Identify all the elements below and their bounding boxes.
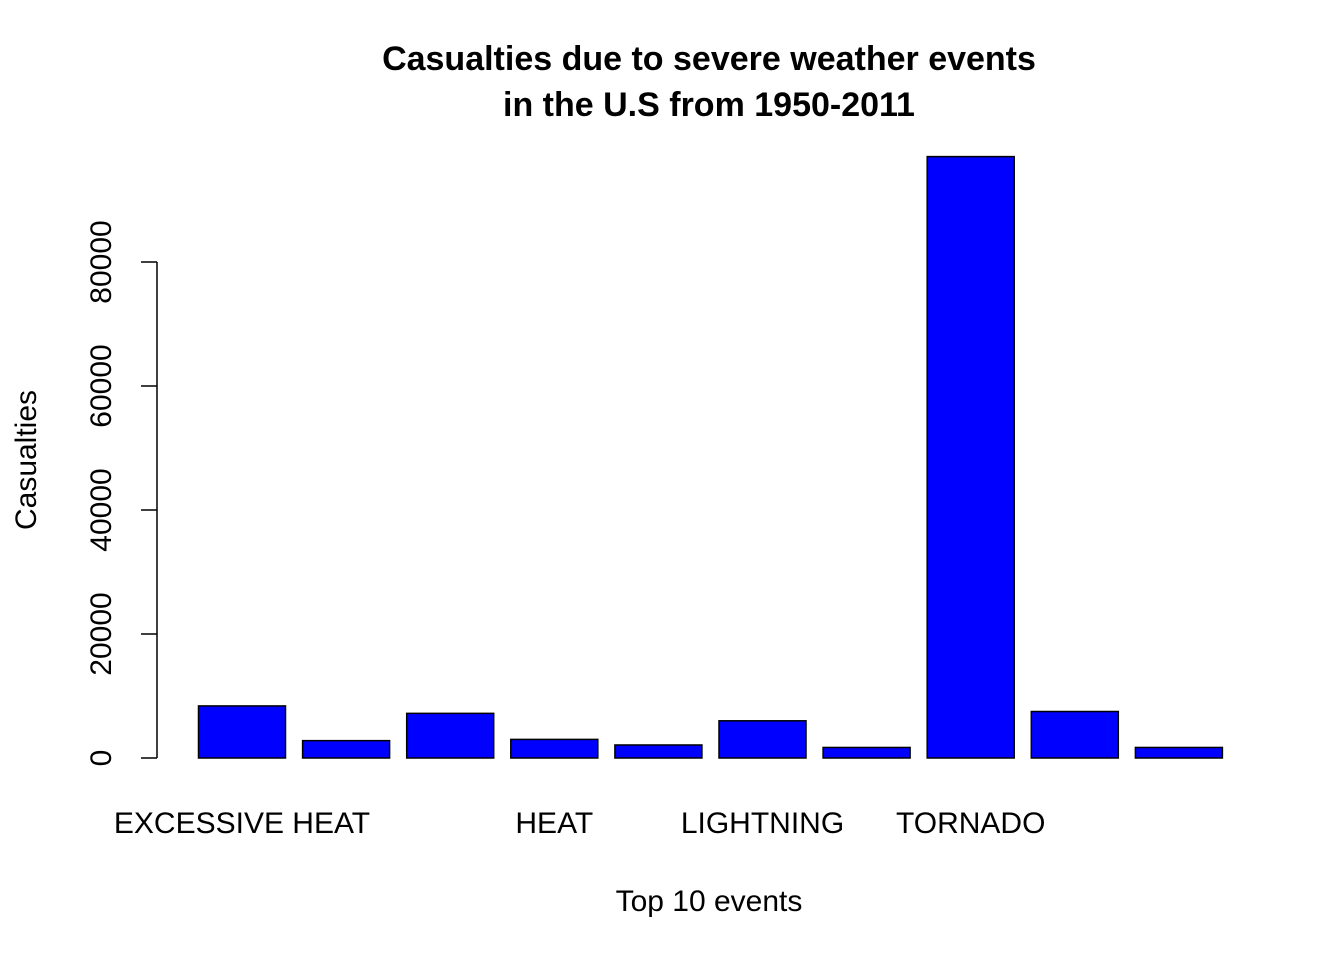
bar [405,712,495,759]
bar [822,746,911,759]
y-tick-label: 0 [85,750,118,767]
y-axis-title: Casualties [10,390,43,530]
y-axis: 0 20000 40000 60000 80000 [85,220,158,767]
category-label: TORNADO [896,807,1045,840]
chart-title-line-2: in the U.S from 1950-2011 [503,86,915,124]
y-tick-label: 80000 [85,220,118,303]
bar [718,720,807,759]
category-label: LIGHTNING [681,807,844,840]
y-tick-label: 40000 [85,468,118,551]
category-label: HEAT [515,807,593,840]
bar [510,738,599,759]
category-labels: EXCESSIVE HEAT HEAT LIGHTNING TORNADO [114,807,1046,840]
chart-title-line-1: Casualties due to severe weather events [382,40,1036,78]
bar [926,155,1015,759]
bar [1030,710,1120,759]
bar [301,739,391,759]
y-tick-label: 20000 [85,592,118,675]
bars-group [197,155,1224,759]
category-label: EXCESSIVE HEAT [114,807,370,840]
bar [197,705,287,759]
y-tick-label: 60000 [85,344,118,427]
x-axis-title: Top 10 events [616,885,803,918]
bar [614,744,703,759]
bar [1134,746,1224,759]
